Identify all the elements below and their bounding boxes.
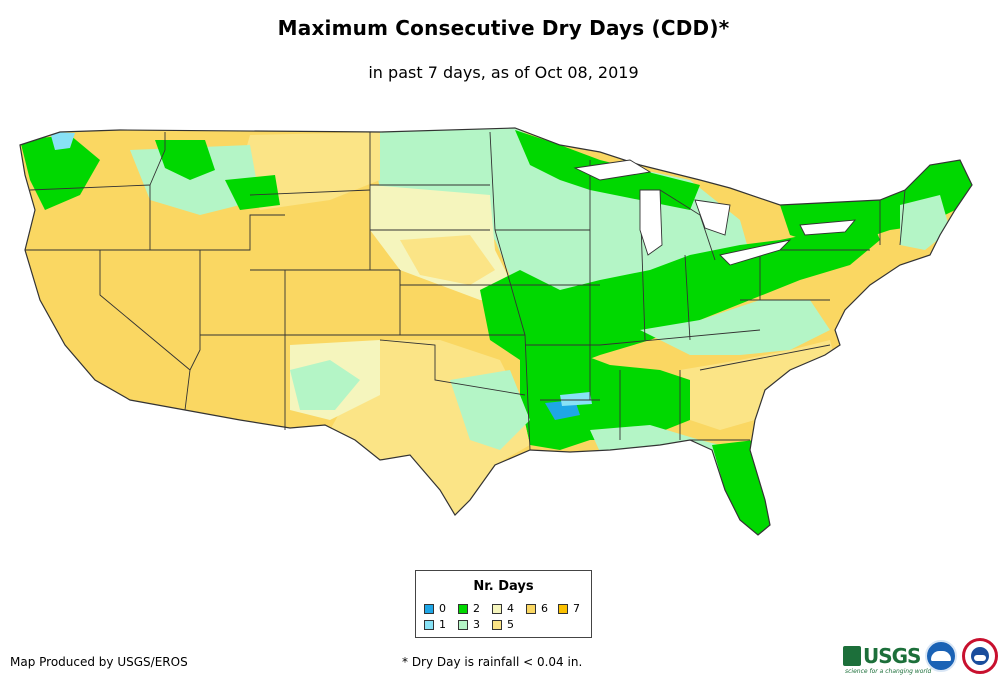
region-2-days-midwest — [480, 215, 880, 370]
legend-swatch-4 — [492, 604, 502, 614]
region-3-days-east-texas — [450, 370, 530, 450]
legend-swatch-0 — [424, 604, 434, 614]
border-ca-nv — [99, 250, 191, 411]
lake-erie — [719, 239, 792, 266]
border-nc-sc — [699, 344, 831, 371]
region-1-day-puget — [50, 132, 75, 150]
border-id-wy — [200, 214, 285, 251]
region-3-days-northwest — [130, 145, 260, 215]
border-ky-tn — [599, 329, 761, 346]
legend-swatch-6 — [526, 604, 536, 614]
legend-item-4: 4 — [492, 603, 514, 615]
lake-ontario — [799, 219, 857, 236]
map-subtitle: in past 7 days, as of Oct 08, 2019 — [368, 63, 639, 82]
border-in-oh — [684, 254, 691, 341]
us-map-svg — [19, 127, 973, 536]
region-2-days-coast — [20, 135, 100, 210]
lake-superior — [573, 159, 652, 181]
cdd-map — [0, 120, 1007, 550]
us-outline — [19, 127, 973, 536]
usgs-tagline: science for a changing world — [845, 668, 932, 675]
legend-label-1: 1 — [439, 618, 446, 631]
nws-globe-icon — [971, 647, 989, 665]
border-wa-or — [29, 184, 151, 191]
region-5-days-nebraska — [400, 235, 495, 285]
legend-label-5: 5 — [507, 618, 514, 631]
lake-michigan — [639, 189, 663, 256]
legend-item-7: 7 — [558, 603, 580, 615]
state-borders — [25, 131, 906, 451]
map-legend: Nr. Days 0 1 2 3 4 5 6 7 — [415, 570, 592, 638]
region-1-day-south — [560, 392, 592, 406]
usgs-logo-text: USGS — [863, 644, 921, 668]
legend-label-6: 6 — [541, 602, 548, 615]
usgs-wave-icon — [843, 646, 861, 666]
map-title: Maximum Consecutive Dry Days (CDD)* — [277, 16, 730, 40]
noaa-bird-icon — [931, 651, 951, 661]
legend-swatch-5 — [492, 620, 502, 630]
noaa-logo: noaa — [925, 640, 957, 672]
border-plains-east — [489, 131, 531, 451]
region-3-days-new-mexico — [290, 360, 360, 410]
border-nv-ut — [189, 250, 201, 371]
border-ok-tx — [379, 339, 526, 396]
region-3-days-gulf — [590, 425, 750, 490]
border-wa-id — [149, 132, 166, 186]
legend-label-2: 2 — [473, 602, 480, 615]
legend-label-7: 7 — [573, 602, 580, 615]
legend-label-4: 4 — [507, 602, 514, 615]
lake-huron — [694, 199, 731, 236]
border-vt-nh — [899, 189, 906, 246]
legend-swatch-7 — [558, 604, 568, 614]
legend-label-0: 0 — [439, 602, 446, 615]
legend-item-3: 3 — [458, 619, 480, 631]
legend-item-6: 6 — [526, 603, 548, 615]
legend-item-0: 0 — [424, 603, 446, 615]
region-5-days-southeast — [680, 340, 835, 430]
region-3-days-new-england — [900, 195, 950, 250]
legend-title: Nr. Days — [473, 579, 534, 594]
region-2-days-montana-west — [225, 175, 280, 210]
map-credit: Map Produced by USGS/EROS — [10, 655, 188, 669]
dry-day-footnote: * Dry Day is rainfall < 0.04 in. — [402, 655, 583, 669]
legend-label-3: 3 — [473, 618, 480, 631]
border-mt-wy — [249, 189, 371, 196]
region-2-days-lower-mississippi — [520, 350, 690, 450]
legend-item-5: 5 — [492, 619, 514, 631]
nws-logo — [962, 638, 998, 674]
region-3-days-ohio-valley — [640, 300, 830, 355]
legend-swatch-1 — [424, 620, 434, 630]
legend-swatch-2 — [458, 604, 468, 614]
legend-item-1: 1 — [424, 619, 446, 631]
usgs-logo: USGS — [843, 644, 921, 668]
region-2-days-idaho — [155, 140, 215, 180]
nws-cloud-icon — [974, 655, 986, 661]
great-lakes — [573, 159, 857, 266]
legend-swatch-3 — [458, 620, 468, 630]
legend-item-2: 2 — [458, 603, 480, 615]
